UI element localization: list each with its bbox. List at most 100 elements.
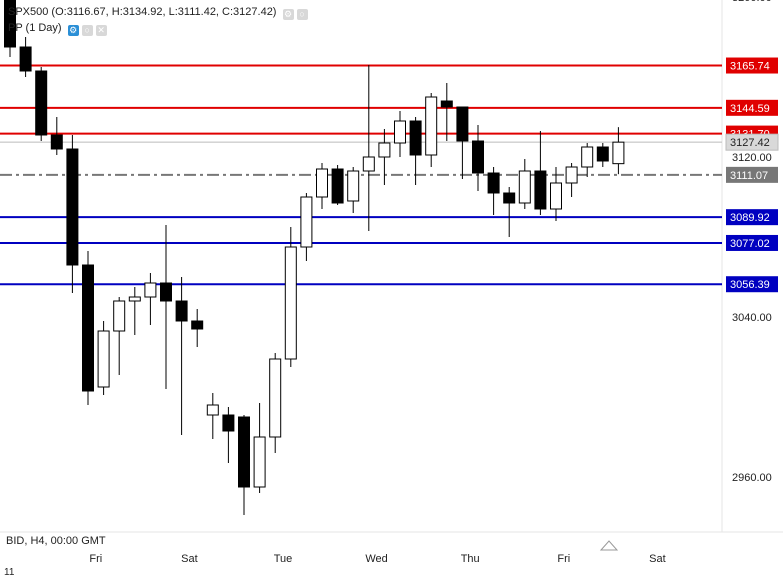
corner-label: 11 — [4, 567, 15, 578]
time-axis-label: Sat — [181, 553, 198, 565]
bearish-candle — [222, 407, 235, 463]
candle-body — [456, 106, 469, 142]
visibility-icon[interactable]: ○ — [296, 9, 308, 20]
candle-body — [284, 246, 297, 360]
level-price-tag — [726, 276, 778, 293]
indicator-name: PP (1 Day) — [8, 22, 62, 34]
bearish-candle — [331, 165, 344, 205]
candle-body — [113, 300, 126, 332]
level-price-tag — [726, 234, 778, 251]
candle-body — [550, 182, 562, 210]
current-price-label: 3127.42 — [730, 137, 770, 149]
candle-body — [440, 100, 453, 108]
time-axis-label: Thu — [461, 553, 480, 565]
bearish-candle — [82, 251, 94, 405]
level-price-tag — [726, 209, 778, 226]
candle-body — [378, 142, 391, 158]
candle-body — [222, 414, 235, 432]
bullish-candle — [518, 159, 531, 209]
candle-body — [175, 300, 188, 322]
bearish-candle — [50, 117, 63, 155]
bearish-candle — [440, 83, 453, 141]
candle-body — [316, 168, 328, 198]
close-icon[interactable]: ✕ — [95, 25, 107, 36]
bearish-candle — [534, 131, 547, 215]
candle-body — [612, 141, 625, 165]
bullish-candle — [97, 321, 110, 395]
candle-body — [19, 46, 32, 72]
candle-body — [565, 166, 578, 184]
pivot-level-lines — [0, 64, 722, 286]
time-axis-label: Fri — [89, 553, 102, 565]
candle-body — [191, 320, 204, 330]
time-axis: Fri Sat Tue Wed Thu Fri Sat — [89, 553, 665, 565]
bullish-candle — [206, 393, 219, 439]
bullish-candle — [284, 227, 297, 367]
bullish-candle — [300, 193, 313, 261]
bearish-candle — [191, 309, 204, 347]
candle-body — [503, 192, 516, 204]
settings-icon[interactable]: ⚙ — [282, 9, 294, 20]
candle-body — [144, 282, 157, 298]
bearish-candle — [4, 0, 16, 57]
candle-body — [362, 156, 375, 172]
current-price-tag — [725, 133, 779, 151]
time-axis-label: Fri — [557, 553, 570, 565]
symbol-legend: SPX500 (O:3116.67, H:3134.92, L:3111.42,… — [8, 6, 308, 20]
candle-body — [4, 0, 16, 48]
settings-icon[interactable]: ⚙ — [67, 25, 79, 36]
level-price-label: 3111.07 — [730, 170, 768, 182]
bullish-candle — [612, 127, 625, 175]
candle-body — [160, 282, 172, 302]
candle-series — [4, 0, 625, 515]
candle-body — [596, 146, 609, 162]
candle-body — [253, 436, 266, 488]
bearish-candle — [175, 277, 188, 435]
time-axis-label: Sat — [649, 553, 666, 565]
visibility-icon[interactable]: ○ — [81, 25, 93, 36]
bearish-candle — [487, 167, 500, 215]
bearish-candle — [596, 143, 609, 167]
candle-body — [409, 120, 422, 156]
candle-body — [50, 134, 63, 150]
bullish-candle — [378, 129, 391, 185]
bullish-candle — [394, 111, 406, 157]
bullish-candle — [269, 353, 282, 453]
bullish-candle — [362, 65, 375, 231]
bearish-candle — [19, 37, 32, 77]
candle-body — [347, 170, 360, 202]
bearish-candle — [503, 187, 516, 237]
bullish-candle — [144, 273, 157, 325]
bearish-candle — [472, 125, 484, 191]
candle-body — [66, 148, 79, 266]
level-price-label: 3165.74 — [730, 61, 770, 73]
candle-body — [472, 140, 484, 174]
bullish-candle — [425, 93, 438, 167]
level-price-tag — [726, 57, 778, 74]
bearish-candle — [409, 117, 422, 185]
candle-body — [97, 330, 110, 388]
bearish-candle — [456, 106, 469, 179]
candle-body — [238, 416, 250, 488]
candle-body — [534, 170, 547, 210]
time-axis-label: Tue — [274, 553, 293, 565]
bearish-candle — [66, 135, 79, 293]
bullish-candle — [565, 163, 578, 197]
bullish-candle — [253, 403, 266, 493]
candle-body — [425, 96, 438, 156]
price-tick-label: 3040.00 — [732, 312, 772, 324]
price-tick-label: 2960.00 — [732, 472, 772, 484]
bullish-candle — [550, 167, 562, 221]
bullish-candle — [316, 163, 328, 209]
level-price-tag — [726, 166, 778, 183]
scroll-arrow-icon[interactable] — [599, 540, 619, 551]
level-price-tag — [726, 99, 778, 116]
bullish-candle — [347, 167, 360, 213]
bullish-candle — [581, 143, 594, 177]
bearish-candle — [160, 225, 172, 389]
symbol-ohlc-text: SPX500 (O:3116.67, H:3134.92, L:3111.42,… — [8, 6, 277, 18]
candle-body — [206, 404, 219, 416]
candle-body — [35, 70, 48, 136]
candle-body — [394, 120, 406, 144]
